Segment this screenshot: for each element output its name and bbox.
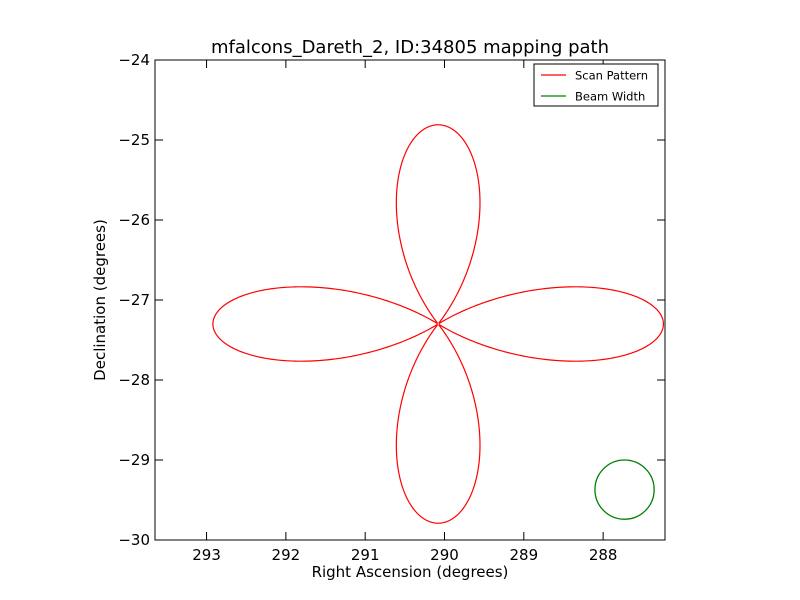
y-tick-label: −27: [118, 291, 150, 309]
x-tick-label: 289: [509, 546, 538, 564]
plot-frame: [154, 59, 666, 541]
legend: Scan Pattern Beam Width: [533, 63, 659, 107]
y-tick-label: −26: [118, 211, 150, 229]
y-tick-label: −30: [118, 531, 150, 549]
x-tick-label: 292: [272, 546, 301, 564]
legend-scan-pattern-label: Scan Pattern: [575, 69, 648, 83]
y-tick-label: −24: [118, 51, 150, 69]
y-tick-label: −25: [118, 131, 150, 149]
x-axis-title: Right Ascension (degrees): [312, 563, 509, 581]
legend-box: [533, 63, 659, 107]
y-tick-label: −29: [118, 451, 150, 469]
x-tick-label: 290: [430, 546, 459, 564]
chart-title: mfalcons_Dareth_2, ID:34805 mapping path: [211, 37, 609, 58]
y-tick-label: −28: [118, 371, 150, 389]
x-tick-label: 293: [192, 546, 221, 564]
x-tick-label: 288: [589, 546, 618, 564]
legend-beam-width-label: Beam Width: [575, 90, 645, 104]
plot-area: [155, 60, 665, 540]
beam-width-circle: [594, 459, 655, 520]
y-axis-title: Declination (degrees): [91, 219, 109, 381]
x-tick-label: 291: [351, 546, 380, 564]
tick-layer: 293 292 291 290 289 288 −30 −29 −28 −27 −26 −25 −24: [118, 51, 665, 564]
scan-pattern-line: [212, 124, 665, 524]
